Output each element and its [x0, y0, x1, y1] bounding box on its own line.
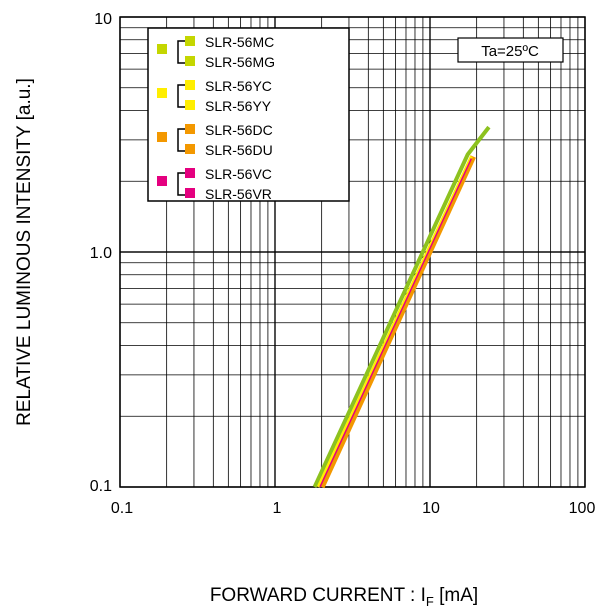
plot-frame: [119, 16, 586, 488]
legend-swatch: [185, 124, 195, 134]
y-tick-label: 0.1: [90, 478, 112, 495]
legend-swatch: [185, 188, 195, 198]
x-tick-label: 0.1: [111, 500, 133, 517]
series-layer: [312, 125, 491, 489]
legend-bracket: [177, 84, 186, 108]
legend-swatch: [157, 44, 167, 54]
legend-label: SLR-56YC: [205, 78, 272, 94]
series-line: [316, 155, 473, 488]
legend-swatch: [185, 36, 195, 46]
legend-swatch: [157, 176, 167, 186]
annotation-box: [457, 37, 564, 63]
legend-label: SLR-56VC: [205, 166, 272, 182]
legend-swatch: [157, 132, 167, 142]
series-line: [312, 125, 491, 488]
legend-label: SLR-56MG: [205, 54, 275, 70]
annotation: Ta=25ºC: [457, 37, 564, 63]
legend: SLR-56MC SLR-56MG SLR-56YC SLR-56YY SLR-56DC…: [147, 27, 350, 202]
legend-swatch: [185, 80, 195, 90]
legend-label: SLR-56MC: [205, 34, 274, 50]
legend-swatch: [185, 100, 195, 110]
legend-label: SLR-56VR: [205, 186, 272, 202]
y-tick-label: 10: [94, 11, 112, 28]
legend-bracket: [177, 172, 186, 196]
legend-swatch: [185, 168, 195, 178]
legend-label: SLR-56DC: [205, 122, 273, 138]
x-tick-label: 1: [273, 500, 282, 517]
y-tick-label: 1.0: [90, 245, 112, 262]
y-axis-title: RELATIVE LUMINOUS INTENSITY [a.u.]: [14, 78, 35, 426]
x-tick-label: 100: [569, 500, 596, 517]
x-axis-title: FORWARD CURRENT : IF [mA]: [210, 585, 478, 609]
legend-swatch: [185, 56, 195, 66]
series-line: [318, 155, 476, 489]
annotation-text: Ta=25ºC: [481, 43, 539, 60]
legend-label: SLR-56YY: [205, 98, 272, 114]
legend-swatch: [157, 88, 167, 98]
series-line: [319, 158, 473, 488]
legend-swatch: [185, 144, 195, 154]
legend-box: [147, 27, 350, 202]
x-tick-label: 10: [422, 500, 440, 517]
legend-bracket: [177, 40, 186, 64]
legend-label: SLR-56DU: [205, 142, 273, 158]
legend-bracket: [177, 128, 186, 152]
